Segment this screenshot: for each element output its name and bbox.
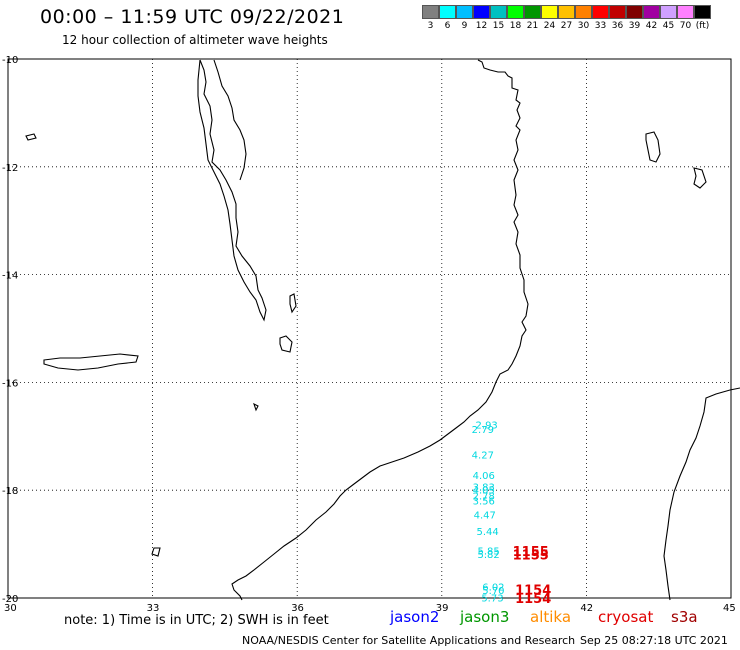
legend-label-8: 27 <box>560 21 573 31</box>
legend-swatches <box>422 5 711 19</box>
wave-height-label: 5.82 <box>477 550 499 561</box>
lat-tick-label: -14 <box>2 271 18 282</box>
satellite-cryosat: cryosat <box>598 608 654 626</box>
coastlines <box>25 59 740 601</box>
pass-time-label: 1154 <box>515 583 551 598</box>
wave-height-label: 5.85 <box>477 547 499 558</box>
wave-height-label: 4.06 <box>473 471 495 482</box>
satellite-s3a: s3a <box>671 608 698 626</box>
lon-tick-label: 30 <box>4 603 17 614</box>
lat-tick-label: -18 <box>2 486 18 497</box>
legend-swatch-12 <box>626 5 643 19</box>
legend-swatch-16 <box>694 5 711 19</box>
generation-timestamp: Sep 25 08:27:18 UTC 2021 <box>580 634 728 647</box>
legend-swatch-3 <box>473 5 490 19</box>
wave-height-label: 3.83 <box>473 482 495 493</box>
mayotte-island <box>693 167 707 189</box>
wave-height-label: 5.70 <box>482 586 504 597</box>
map-subtitle: 12 hour collection of altimeter wave hei… <box>62 33 328 47</box>
wave-height-label: 2.78 <box>473 492 495 503</box>
wave-height-label: 2.93 <box>476 420 498 431</box>
map-frame <box>7 58 732 599</box>
legend-swatch-2 <box>456 5 473 19</box>
legend-labels: 3 6 9 12 15 18 21 24 27 30 33 36 39 42 45 70 (ft) <box>422 21 711 31</box>
wave-height-label: 2.79 <box>472 425 494 436</box>
legend-label-0: 3 <box>427 21 434 31</box>
mozambique-coastline <box>231 59 529 601</box>
satellite-jason3: jason3 <box>460 608 510 626</box>
legend-label-16: (ft) <box>695 21 710 31</box>
lat-tick-label: -20 <box>2 594 18 605</box>
lat-tick-label: -10 <box>2 55 18 66</box>
wave-height-label: 4.27 <box>472 451 494 462</box>
lake-chiuta-outline <box>289 293 297 314</box>
lon-tick-label: 42 <box>580 603 593 614</box>
lon-tick-label: 45 <box>723 603 736 614</box>
legend-swatch-11 <box>609 5 626 19</box>
legend-label-5: 18 <box>509 21 522 31</box>
lat-tick-label: -12 <box>2 163 18 174</box>
axis-tick-labels: 30 33 36 39 42 45 -10 -12 -14 -16 -18 -20 <box>2 55 736 614</box>
wave-height-label: 3.56 <box>473 496 495 507</box>
lake-left-outline <box>43 353 139 371</box>
lake-malawi-outline <box>197 59 267 322</box>
legend-label-11: 36 <box>611 21 624 31</box>
lon-tick-label: 39 <box>436 603 449 614</box>
legend-label-7: 24 <box>543 21 556 31</box>
legend-label-4: 15 <box>492 21 505 31</box>
legend-swatch-1 <box>439 5 456 19</box>
legend-swatch-8 <box>558 5 575 19</box>
legend-swatch-5 <box>507 5 524 19</box>
legend-swatch-9 <box>575 5 592 19</box>
legend-label-1: 6 <box>444 21 451 31</box>
legend-swatch-0 <box>422 5 439 19</box>
madagascar-coastline <box>663 387 740 601</box>
map-title: 00:00 – 11:59 UTC 09/22/2021 <box>40 6 345 28</box>
legend-swatch-15 <box>677 5 694 19</box>
satellite-jason2: jason2 <box>390 608 440 626</box>
legend-label-6: 21 <box>526 21 539 31</box>
legend-label-3: 12 <box>475 21 488 31</box>
wave-height-label: 5.73 <box>481 593 503 604</box>
wave-height-label: 4.05 <box>473 486 495 497</box>
legend-swatch-6 <box>524 5 541 19</box>
credit-line: NOAA/NESDIS Center for Satellite Applica… <box>242 634 576 647</box>
legend-swatch-10 <box>592 5 609 19</box>
legend-label-12: 39 <box>628 21 641 31</box>
legend-swatch-14 <box>660 5 677 19</box>
wave-height-label: 6.02 <box>482 583 504 594</box>
wave-height-label: 5.44 <box>477 527 499 538</box>
lake-malawi-east-shore <box>213 59 247 181</box>
small-island-c <box>253 402 259 412</box>
legend-label-9: 30 <box>577 21 590 31</box>
legend-label-13: 42 <box>645 21 658 31</box>
comoros-island <box>645 131 661 163</box>
wave-height-legend: 3 6 9 12 15 18 21 24 27 30 33 36 39 42 45 70 (ft) <box>422 5 711 31</box>
lat-lon-grid <box>7 58 732 599</box>
lake-chilwa-outline <box>279 335 293 353</box>
small-island-b <box>151 547 161 557</box>
small-lake-a <box>25 133 37 141</box>
legend-label-10: 33 <box>594 21 607 31</box>
legend-label-14: 45 <box>662 21 675 31</box>
pass-time-label: 1155 <box>513 545 549 560</box>
legend-label-15: 70 <box>679 21 692 31</box>
wave-height-label: 4.47 <box>474 510 496 521</box>
lat-tick-label: -16 <box>2 378 18 389</box>
units-note: note: 1) Time is in UTC; 2) SWH is in fe… <box>64 613 329 628</box>
legend-swatch-4 <box>490 5 507 19</box>
pass-time-label: 1154 <box>515 592 551 607</box>
lon-tick-label: 33 <box>147 603 160 614</box>
legend-swatch-13 <box>643 5 660 19</box>
altimeter-observations: 2.932.79 4.27 4.063.834.052.783.56 4.47 5.44… <box>472 420 552 607</box>
legend-swatch-7 <box>541 5 558 19</box>
satellite-altika: altika <box>530 608 572 626</box>
legend-label-2: 9 <box>461 21 468 31</box>
pass-time-label: 1155 <box>513 548 549 563</box>
lon-tick-label: 36 <box>291 603 304 614</box>
